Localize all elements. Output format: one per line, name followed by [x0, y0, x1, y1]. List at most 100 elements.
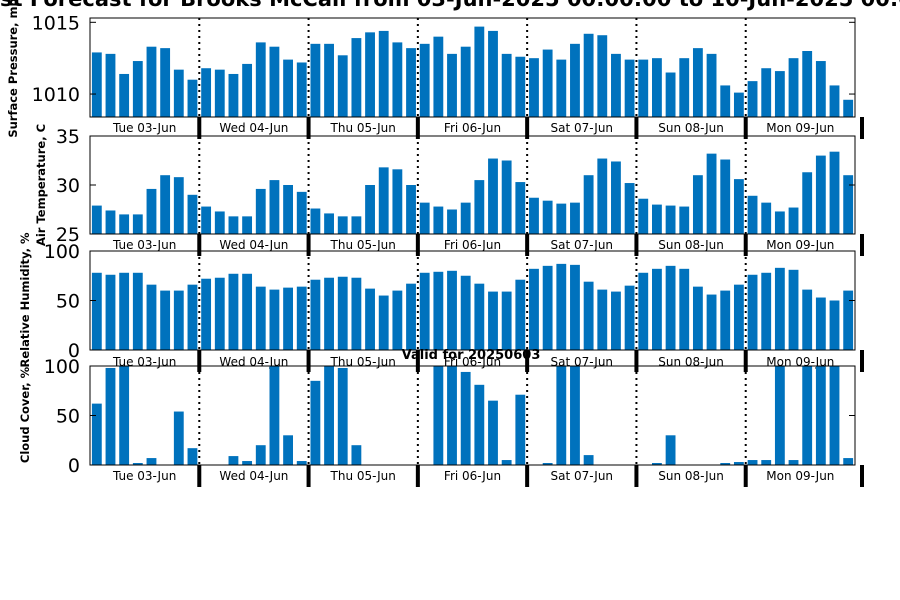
bar — [774, 211, 785, 234]
bar — [173, 177, 184, 234]
bar — [419, 272, 430, 350]
bar — [378, 295, 389, 350]
bar — [802, 366, 813, 465]
bar — [146, 284, 157, 350]
bar — [679, 58, 690, 117]
x-tick-label: Sun 08-Jun — [658, 355, 724, 369]
bar — [105, 367, 116, 465]
bar — [583, 455, 594, 465]
x-tick-label: Wed 04-Jun — [219, 121, 288, 135]
bar — [160, 290, 171, 350]
bar — [802, 51, 813, 117]
bar — [652, 463, 662, 465]
y-tick-label: 25 — [56, 224, 80, 246]
bar — [802, 172, 813, 234]
bar — [160, 175, 171, 234]
bar — [624, 59, 635, 117]
bar — [583, 281, 594, 350]
bar — [597, 289, 608, 350]
bar — [692, 175, 703, 234]
bar — [406, 185, 416, 234]
bar — [815, 61, 826, 117]
x-tick-label: Fri 06-Jun — [444, 469, 501, 483]
bar — [774, 267, 785, 350]
bar — [542, 463, 553, 465]
y-axis-label: Relative Humidity, % — [18, 232, 32, 367]
bar — [214, 69, 225, 117]
bar — [583, 33, 594, 117]
bar — [570, 366, 580, 465]
bar — [570, 202, 580, 234]
bar — [556, 263, 567, 350]
bar — [529, 197, 539, 234]
bar — [105, 210, 116, 234]
bar — [187, 448, 198, 465]
bar — [433, 36, 444, 117]
bar — [447, 366, 457, 465]
bar — [269, 289, 280, 350]
bar — [132, 61, 143, 117]
bar — [652, 204, 662, 234]
bar — [501, 160, 512, 234]
bar — [733, 462, 744, 465]
bar — [474, 26, 485, 117]
bar — [488, 30, 498, 117]
bar — [761, 272, 772, 350]
bar — [337, 216, 348, 234]
bar — [269, 46, 280, 118]
bar — [255, 286, 266, 350]
bar — [255, 42, 266, 117]
bar — [365, 185, 375, 234]
x-tick-label: Thu 05-Jun — [330, 121, 396, 135]
bar — [324, 213, 334, 234]
bar — [337, 367, 348, 465]
bar — [392, 290, 403, 350]
bar — [105, 53, 116, 117]
bar — [283, 185, 293, 234]
bar — [228, 73, 239, 117]
axes-box — [89, 365, 856, 466]
bar — [91, 403, 102, 465]
bar — [228, 456, 239, 465]
bar — [392, 42, 403, 117]
x-tick-label: Mon 09-Jun — [766, 121, 834, 135]
bar — [242, 63, 253, 117]
panels: 1010 1015 Tue 03-Jun Wed 04-Jun Thu 05-Jun Fr… — [6, 0, 864, 487]
x-tick-label: Fri 06-Jun — [444, 238, 501, 252]
bar — [679, 206, 690, 234]
x-tick-label: Thu 05-Jun — [330, 355, 396, 369]
bar — [228, 216, 239, 234]
bar — [214, 277, 225, 350]
bar — [201, 206, 212, 234]
bar — [146, 46, 157, 118]
bar — [228, 273, 239, 350]
y-tick-label: 0 — [68, 340, 80, 362]
x-tick-label: Tue 03-Jun — [112, 238, 176, 252]
bar — [829, 151, 840, 234]
bar — [720, 159, 731, 234]
bar — [638, 272, 649, 350]
x-tick-label: Wed 04-Jun — [219, 469, 288, 483]
y-tick-label: 50 — [56, 291, 80, 313]
bar — [652, 268, 662, 350]
bar — [542, 265, 553, 350]
y-axis-label: Cloud Cover, % — [18, 366, 32, 463]
bar — [665, 435, 676, 465]
bar — [583, 175, 594, 234]
bar — [515, 56, 526, 117]
x-tick-label: Sat 07-Jun — [551, 238, 614, 252]
bar — [556, 366, 567, 465]
bar — [351, 277, 362, 350]
bar — [597, 35, 608, 117]
bar — [706, 53, 717, 117]
bar — [788, 460, 799, 465]
bar — [119, 272, 130, 350]
bar — [843, 175, 854, 234]
y-tick-label: 100 — [44, 241, 80, 263]
bar — [815, 297, 826, 350]
bar — [105, 274, 116, 350]
bar — [815, 155, 826, 234]
bar — [570, 43, 580, 117]
bar — [733, 284, 744, 350]
bar — [611, 161, 621, 234]
